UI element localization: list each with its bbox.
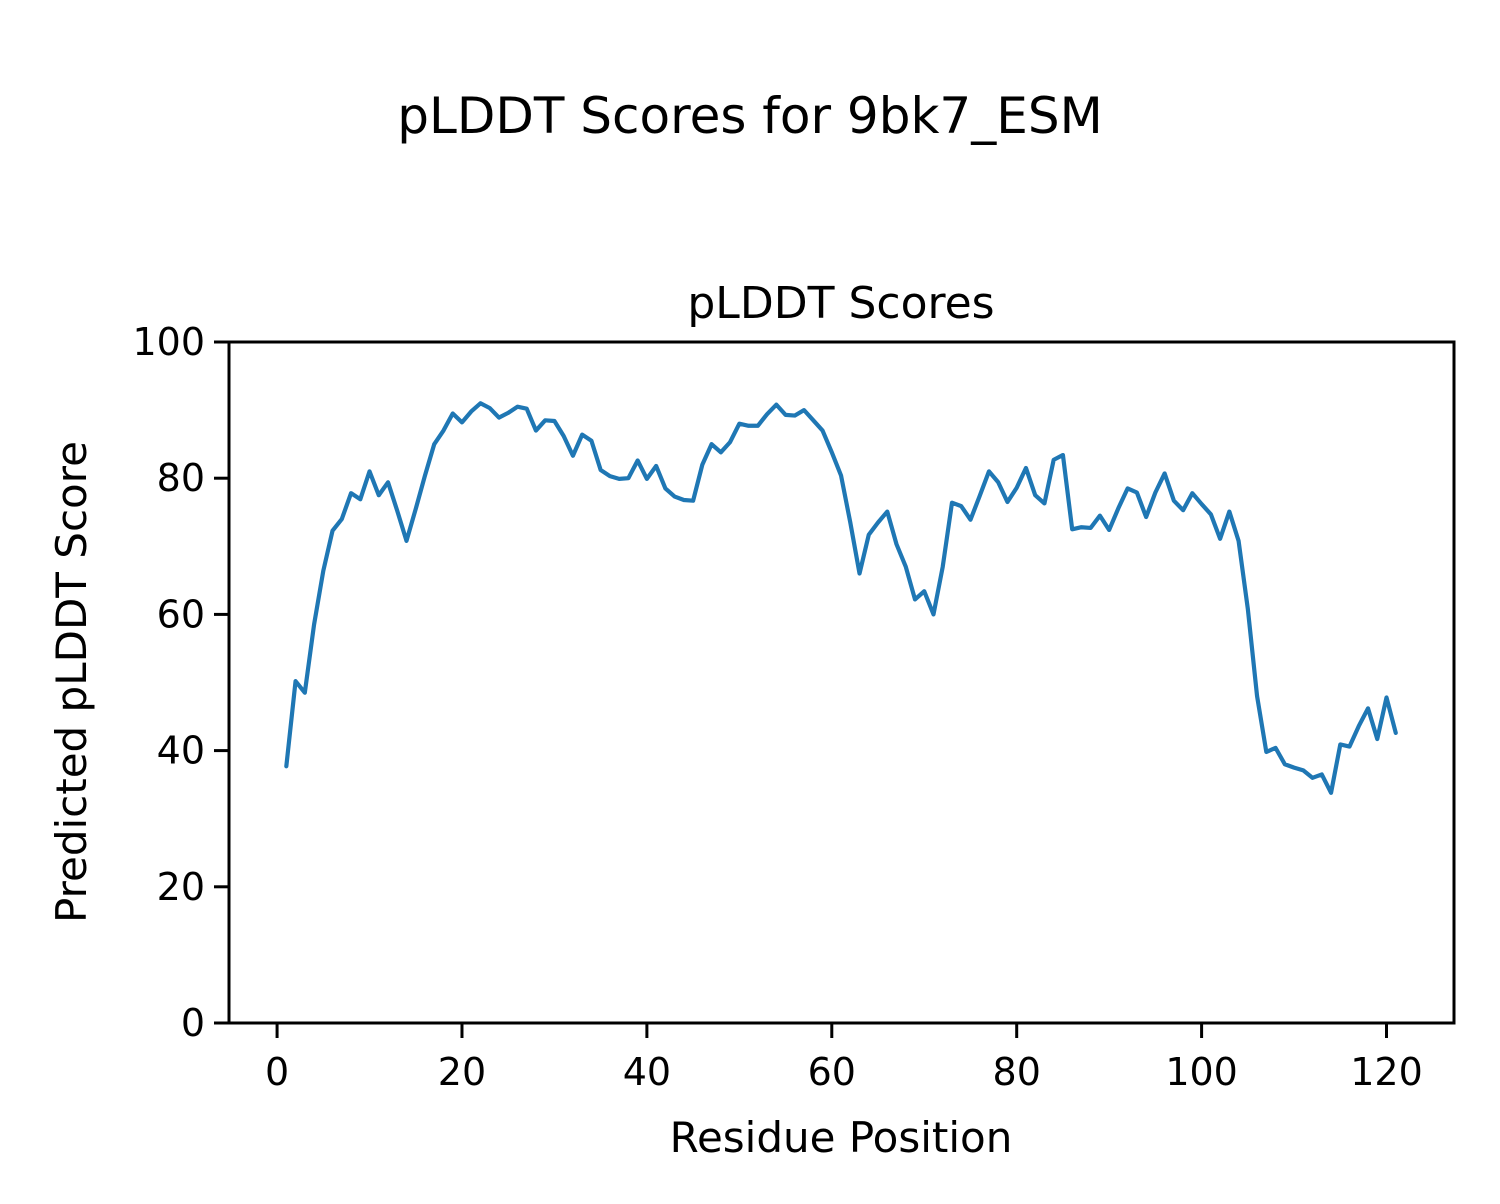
plot-frame bbox=[227, 340, 1456, 1025]
x-axis-label: Residue Position bbox=[670, 1113, 1013, 1162]
x-tick-label: 20 bbox=[438, 1050, 486, 1094]
plddt-score-line bbox=[284, 401, 1398, 795]
y-tick-label: 100 bbox=[132, 320, 205, 364]
axes-title: pLDDT Scores bbox=[687, 278, 994, 329]
x-tick-label: 0 bbox=[265, 1050, 289, 1094]
y-tick-label: 40 bbox=[157, 729, 205, 773]
figure-title: pLDDT Scores for 9bk7_ESM bbox=[397, 87, 1102, 145]
x-tick-label: 80 bbox=[993, 1050, 1041, 1094]
y-tick-label: 60 bbox=[157, 592, 205, 636]
plot-area: 0 20 40 60 80 100 120 0 20 40 60 80 100 bbox=[132, 320, 1456, 1094]
y-axis-label: Predicted pLDDT Score bbox=[47, 441, 96, 923]
x-tick-label: 40 bbox=[623, 1050, 671, 1094]
y-tick-label: 80 bbox=[157, 456, 205, 500]
x-tick-label: 120 bbox=[1350, 1050, 1423, 1094]
y-tick-label: 20 bbox=[157, 865, 205, 909]
x-tick-label: 60 bbox=[808, 1050, 856, 1094]
y-tick-label: 0 bbox=[181, 1001, 205, 1045]
x-tick-label: 100 bbox=[1165, 1050, 1238, 1094]
